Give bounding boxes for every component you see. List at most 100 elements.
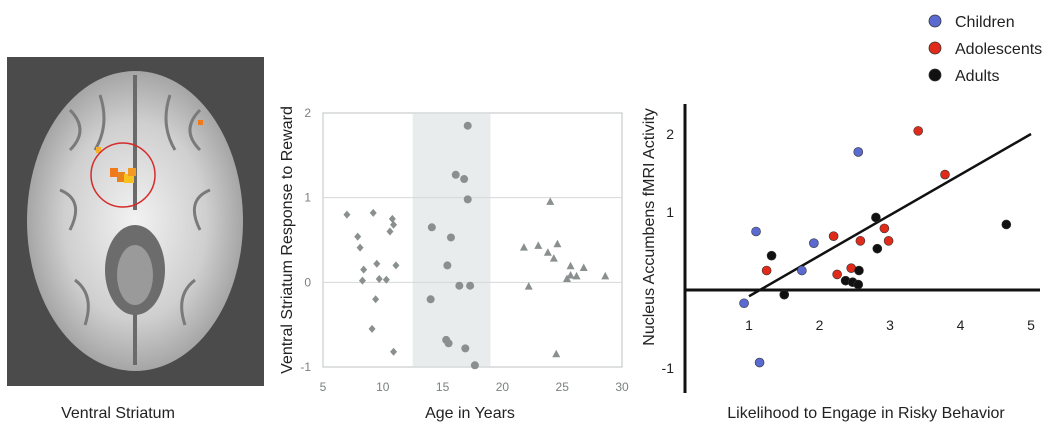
risk-point-children: [853, 147, 864, 157]
age-point-triangle: [546, 197, 555, 205]
risk-point-adolescents: [913, 126, 924, 136]
age-point-circle: [451, 170, 460, 179]
age-point-circle: [446, 233, 455, 242]
risk-point-adults: [872, 243, 883, 254]
risk-chart-points: [739, 126, 1012, 368]
age-point-circle: [460, 175, 469, 184]
brain-sulci: [59, 94, 211, 326]
risk-chart-trendline: [748, 132, 1032, 298]
legend-label-children: Children: [955, 14, 1015, 31]
risk-point-adolescents: [855, 236, 866, 246]
age-point-circle: [426, 295, 435, 304]
age-point-triangle: [553, 239, 562, 248]
age-point-triangle: [524, 282, 533, 290]
age-point-triangle: [566, 271, 575, 279]
age-point-diamond: [382, 275, 390, 284]
age-point-diamond: [390, 347, 398, 356]
risk-point-adolescents: [879, 223, 890, 234]
age-point-circle: [427, 223, 436, 232]
age-point-diamond: [360, 265, 368, 274]
age-chart-x-tick-label: 15: [436, 380, 450, 394]
risk-point-adults: [854, 265, 864, 276]
risk-chart-x-tick-label: 4: [957, 317, 965, 333]
age-point-circle: [444, 339, 453, 348]
age-point-circle: [455, 281, 464, 290]
age-point-diamond: [373, 259, 381, 268]
age-point-triangle: [566, 261, 575, 270]
age-point-triangle: [549, 254, 558, 262]
age-point-circle: [463, 195, 472, 204]
age-point-diamond: [369, 208, 377, 217]
age-point-triangle: [572, 271, 581, 280]
legend-marker-adolescents: [928, 41, 942, 55]
age-point-circle: [466, 281, 475, 290]
age-point-triangle: [579, 263, 588, 271]
age-point-diamond: [368, 324, 376, 333]
risk-chart-x-tick-label: 5: [1027, 317, 1035, 333]
age-chart-y-ticks: -1 0 1 2: [300, 106, 311, 374]
age-point-diamond: [372, 295, 380, 304]
age-chart-y-axis-label: Ventral Striatum Response to Reward: [279, 106, 296, 374]
brain-panel: Ventral Striatum: [7, 57, 264, 422]
age-point-diamond: [356, 243, 364, 252]
age-chart-x-tick-label: 10: [376, 380, 390, 394]
age-point-circle: [470, 361, 479, 370]
risk-chart-y-tick-label: 1: [666, 204, 674, 220]
risk-point-adults: [871, 212, 881, 223]
age-point-diamond: [375, 274, 383, 283]
age-point-diamond: [358, 276, 366, 285]
risk-point-adults: [853, 279, 864, 290]
age-point-diamond: [390, 220, 398, 229]
risk-point-adolescents: [832, 269, 842, 280]
legend-marker-children: [928, 14, 942, 28]
age-chart-x-tick-label: 25: [556, 380, 570, 394]
age-point-triangle: [552, 349, 561, 358]
brain-stem: [117, 245, 153, 305]
age-point-diamond: [354, 232, 362, 241]
age-chart-y-tick-label: 0: [304, 275, 311, 289]
risk-chart-y-tick-label: 2: [666, 126, 674, 142]
legend-label-adults: Adults: [955, 68, 999, 85]
age-chart-y-tick-label: -1: [300, 360, 311, 374]
risk-point-adolescents: [940, 169, 950, 180]
risk-chart-x-ticks: 1 2 3 4 5: [745, 317, 1035, 333]
legend-label-adolescents: Adolescents: [955, 41, 1042, 58]
age-chart-y-tick-label: 2: [304, 106, 311, 120]
age-chart-x-ticks: 5 10 15 20 25 30: [320, 380, 629, 394]
risk-chart-legend: Children Adolescents Adults: [928, 14, 1042, 85]
age-chart-grid: [323, 197, 622, 283]
age-point-diamond: [343, 210, 351, 219]
age-point-diamond: [388, 214, 396, 223]
age-point-diamond: [392, 261, 400, 270]
ventral-striatum-highlight-circle: [90, 142, 156, 208]
age-chart-x-tick-label: 30: [615, 380, 629, 394]
risk-point-adults: [779, 289, 790, 300]
risk-point-adults: [766, 250, 777, 261]
age-chart-x-tick-label: 5: [320, 380, 327, 394]
age-point-circle: [443, 261, 452, 270]
age-point-circle: [463, 121, 472, 130]
age-point-triangle: [543, 248, 552, 256]
age-point-triangle: [601, 271, 610, 280]
age-point-circle: [461, 344, 470, 353]
risk-point-children: [739, 298, 749, 309]
age-chart: -1 0 1 2 5 10 15 20 25 30 Age in Years Ventral S…: [279, 106, 629, 422]
age-point-triangle: [534, 241, 543, 249]
risk-chart-x-axis-label: Likelihood to Engage in Risky Behavior: [727, 405, 1005, 422]
risk-point-adolescents: [883, 236, 894, 246]
risk-chart-y-tick-label: -1: [662, 360, 675, 376]
risk-chart: 1 2 3 4 5 2 1 -1 Likelihood to Engage in Risky…: [641, 14, 1042, 422]
brain-outline: [27, 71, 243, 371]
risk-point-children: [754, 357, 765, 368]
risk-chart-x-tick-label: 1: [745, 317, 753, 333]
legend-marker-adults: [928, 68, 942, 82]
risk-chart-x-tick-label: 3: [886, 317, 894, 333]
age-chart-x-tick-label: 20: [496, 380, 510, 394]
risk-chart-y-axis-label: Nucleus Accumbens fMRI Activity: [641, 108, 658, 345]
brain-caption: Ventral Striatum: [61, 405, 175, 422]
age-chart-y-tick-label: 1: [304, 191, 311, 205]
age-point-diamond: [386, 227, 394, 236]
risk-point-children: [751, 226, 761, 237]
age-point-triangle: [562, 274, 571, 282]
